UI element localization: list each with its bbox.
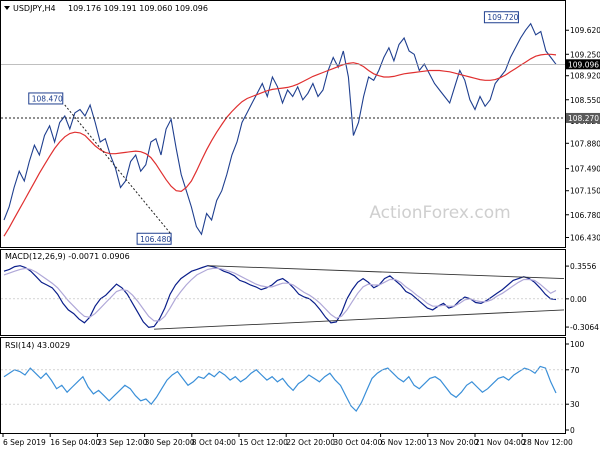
annotation-box: [136, 232, 172, 245]
rsi-panel-border: [0, 337, 566, 434]
macd-header: MACD(12,26,9) -0.0071 0.0906: [5, 252, 130, 261]
y-tick-label: 107.880: [570, 139, 600, 148]
y-tick-label: 109.250: [570, 50, 600, 59]
x-tick-label: 13 Nov 20:00: [428, 438, 479, 447]
macd-upper-trendline: [207, 265, 565, 280]
y-tick-label: 30: [570, 400, 580, 409]
price-panel-border: [0, 0, 566, 248]
price-line: [3, 22, 557, 236]
y-tick-label: 106.430: [570, 234, 600, 243]
y-tick-label: 107.150: [570, 187, 600, 196]
macd-layer: 0.3556 0.00 -0.3064: [1, 262, 599, 332]
swing-connector-line: [64, 104, 172, 235]
x-tick-label: 22 Oct 20:00: [286, 438, 335, 447]
y-tick-label: -0.3064: [570, 323, 599, 332]
macd-lower-trendline: [154, 309, 565, 330]
rsi-header: RSI(14) 43.0029: [5, 341, 70, 350]
y-tick-label: 100: [570, 340, 585, 349]
x-tick-label: 28 Nov 12:00: [522, 438, 573, 447]
rsi-line: [3, 365, 557, 413]
x-tick-label: 30 Sep 20:00: [145, 438, 195, 447]
current-price-label: 109.096: [568, 60, 599, 69]
x-tick-label: 15 Oct 12:00: [239, 438, 288, 447]
price-layer: 109.620109.250108.920108.550108.220107.8…: [1, 11, 600, 245]
x-tick-label: 30 Oct 04:00: [333, 438, 382, 447]
annotation-label: 109.720: [487, 13, 518, 22]
x-tick-label: 6 Sep 2019: [3, 438, 46, 447]
current-price-tag: [566, 59, 600, 70]
annotation-box: [483, 11, 519, 24]
x-tick-label: 6 Nov 12:00: [381, 438, 427, 447]
x-tick-label: 21 Nov 04:00: [475, 438, 526, 447]
level-price-label: 108.270: [568, 114, 599, 123]
y-tick-label: 0.00: [570, 295, 587, 304]
macd-line: [3, 265, 557, 329]
y-tick-label: 0.3556: [570, 262, 596, 271]
collapse-triangle-icon[interactable]: [4, 6, 10, 10]
annotation-box: [28, 92, 64, 105]
signal-line: [3, 267, 557, 322]
y-tick-label: 70: [570, 366, 580, 375]
y-tick-label: 109.620: [570, 26, 600, 35]
price-header-ohlc: 109.176 109.191 109.060 109.096: [68, 4, 208, 13]
watermark: ActionForex.com: [369, 203, 510, 223]
y-tick-label: 0: [570, 426, 575, 435]
moving-average-line: [3, 53, 557, 237]
y-tick-label: 108.550: [570, 96, 600, 105]
y-tick-label: 106.780: [570, 211, 600, 220]
rsi-layer: 100 70 30 0: [1, 340, 585, 435]
price-header-symbol: USDJPY,H4: [13, 4, 56, 13]
annotation-label: 106.480: [140, 235, 171, 244]
macd-panel-border: [0, 249, 566, 336]
level-price-tag: [566, 112, 600, 123]
x-tick-label: 8 Oct 04:00: [192, 438, 236, 447]
x-tick-label: 16 Sep 04:00: [50, 438, 100, 447]
y-tick-label: 107.490: [570, 165, 600, 174]
y-tick-label: 108.920: [570, 72, 600, 81]
annotation-label: 108.470: [32, 94, 63, 103]
x-tick-label: 23 Sep 12:00: [97, 438, 147, 447]
